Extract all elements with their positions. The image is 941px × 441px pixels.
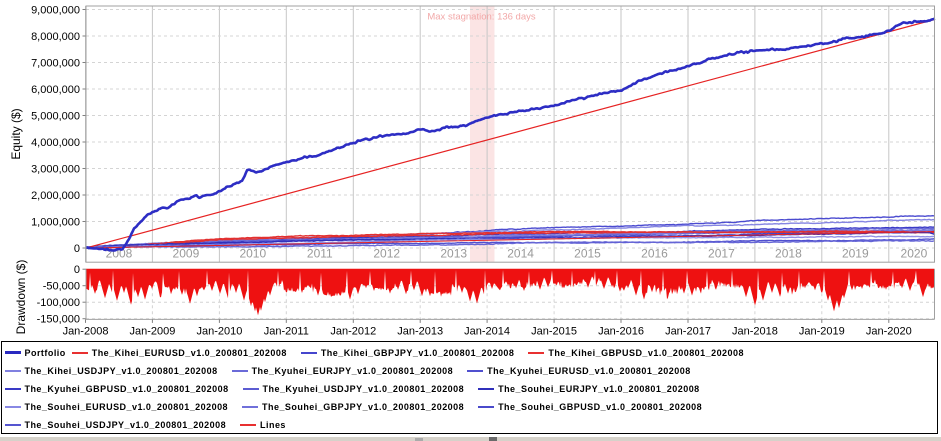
svg-text:2013: 2013 <box>440 247 467 261</box>
svg-text:Jan-2016: Jan-2016 <box>598 326 644 338</box>
svg-text:Jan-2012: Jan-2012 <box>330 326 376 338</box>
svg-text:1,000,000: 1,000,000 <box>31 217 80 229</box>
svg-text:Jan-2018: Jan-2018 <box>732 326 778 338</box>
svg-text:Jan-2011: Jan-2011 <box>264 326 309 338</box>
svg-text:2010: 2010 <box>239 247 266 261</box>
svg-text:-100,000: -100,000 <box>37 297 80 309</box>
svg-text:2,000,000: 2,000,000 <box>31 190 80 202</box>
svg-text:2017: 2017 <box>708 247 735 261</box>
svg-text:2009: 2009 <box>173 247 200 261</box>
svg-text:Jan-2009: Jan-2009 <box>129 326 175 338</box>
svg-text:-150,000: -150,000 <box>37 314 80 326</box>
svg-text:2015: 2015 <box>574 247 601 261</box>
svg-text:2016: 2016 <box>641 247 668 261</box>
svg-text:2020: 2020 <box>901 247 928 261</box>
svg-text:Jan-2014: Jan-2014 <box>464 326 510 338</box>
svg-text:0: 0 <box>74 264 80 276</box>
svg-text:Jan-2013: Jan-2013 <box>397 326 443 338</box>
svg-text:Jan-2020: Jan-2020 <box>866 326 912 338</box>
svg-text:4,000,000: 4,000,000 <box>31 137 80 149</box>
svg-text:6,000,000: 6,000,000 <box>31 84 80 96</box>
svg-text:0: 0 <box>74 243 80 255</box>
svg-text:2014: 2014 <box>507 247 534 261</box>
svg-text:Drawdown ($): Drawdown ($) <box>14 260 28 335</box>
svg-text:2012: 2012 <box>373 247 400 261</box>
svg-text:2018: 2018 <box>775 247 802 261</box>
svg-text:-50,000: -50,000 <box>43 281 80 293</box>
svg-text:Jan-2019: Jan-2019 <box>799 326 845 338</box>
svg-text:5,000,000: 5,000,000 <box>31 111 80 123</box>
svg-text:2011: 2011 <box>307 247 333 261</box>
svg-text:3,000,000: 3,000,000 <box>31 164 80 176</box>
svg-text:9,000,000: 9,000,000 <box>31 5 80 17</box>
svg-text:Jan-2017: Jan-2017 <box>665 326 711 338</box>
svg-text:8,000,000: 8,000,000 <box>31 31 80 43</box>
svg-text:Jan-2010: Jan-2010 <box>196 326 242 338</box>
svg-text:2019: 2019 <box>842 247 869 261</box>
svg-text:Jan-2015: Jan-2015 <box>531 326 577 338</box>
svg-text:Equity ($): Equity ($) <box>9 108 23 159</box>
svg-text:Jan-2008: Jan-2008 <box>63 326 109 338</box>
svg-text:Max stagnation: 136 days: Max stagnation: 136 days <box>427 12 536 23</box>
svg-text:7,000,000: 7,000,000 <box>31 58 80 70</box>
